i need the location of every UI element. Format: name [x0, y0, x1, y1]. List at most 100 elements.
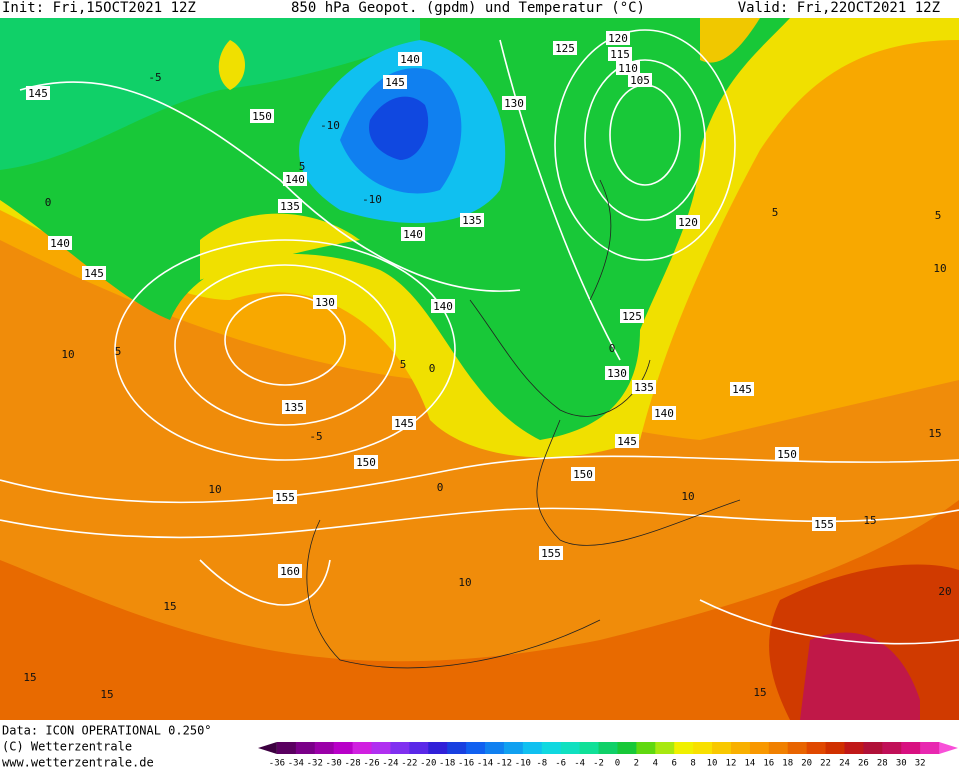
geopotential-label: 140	[285, 173, 305, 186]
colorbar-end	[939, 742, 958, 754]
contour-label-box	[652, 406, 676, 420]
geopotential-label: 135	[280, 200, 300, 213]
colorbar-swatch	[712, 742, 732, 754]
temperature-label: 0	[609, 342, 616, 355]
colorbar-label: -12	[496, 759, 512, 769]
colorbar-swatch	[825, 742, 845, 754]
colorbar-label: -28	[344, 759, 360, 769]
colorbar-label: -18	[439, 759, 455, 769]
temperature-label: 15	[100, 688, 113, 701]
colorbar-label: 18	[782, 759, 793, 769]
contour-label-box	[539, 546, 563, 560]
website: www.wetterzentrale.de	[2, 756, 154, 770]
colorbar-swatch	[617, 742, 637, 754]
contour-label-box	[401, 227, 425, 241]
colorbar-swatch	[787, 742, 808, 754]
colorbar-swatch	[333, 742, 354, 754]
colorbar-label: -30	[326, 759, 342, 769]
geopotential-label: 140	[403, 228, 423, 241]
colorbar-swatch	[485, 742, 505, 754]
geopotential-label: 150	[252, 110, 272, 123]
contour-label-box	[676, 215, 700, 229]
colorbar-label: 30	[896, 759, 907, 769]
geopotential-label: 125	[555, 42, 575, 55]
colorbar-swatch	[730, 742, 751, 754]
colorbar-swatch	[390, 742, 410, 754]
contour-label-box	[278, 199, 302, 213]
contour-label-box	[616, 61, 640, 75]
temperature-label: 5	[299, 160, 306, 173]
colorbar-swatch	[806, 742, 827, 754]
contour-label-box	[273, 490, 297, 504]
temperature-label: 10	[208, 483, 221, 496]
contour-label-box	[620, 309, 644, 323]
valid-time: Valid: Fri,22OCT2021 12Z	[738, 0, 940, 16]
temperature-label: 0	[437, 481, 444, 494]
contour-label-box	[730, 382, 754, 396]
contour-label-box	[553, 41, 577, 55]
temperature-label: 0	[45, 196, 52, 209]
geopotential-label: 130	[504, 97, 524, 110]
colorbar-swatch	[447, 742, 467, 754]
colorbar-swatch	[636, 742, 656, 754]
colorbar-end	[258, 742, 277, 754]
colorbar-swatch	[371, 742, 391, 754]
temperature-label: 15	[23, 671, 36, 684]
contour-label-box	[502, 96, 526, 110]
map-field	[0, 18, 959, 720]
geopotential-label: 150	[356, 456, 376, 469]
geopotential-label: 110	[618, 62, 638, 75]
temperature-label: 0	[429, 362, 436, 375]
temperature-label: -10	[320, 119, 340, 132]
colorbar-label: 2	[634, 759, 639, 769]
temperature-label: 10	[458, 576, 471, 589]
colorbar-label: -34	[288, 759, 304, 769]
contour-label-box	[82, 266, 106, 280]
colorbar-swatch	[882, 742, 902, 754]
colorbar-label: 16	[763, 759, 774, 769]
colorbar-swatch	[314, 742, 335, 754]
colorbar-swatch	[541, 742, 562, 754]
contour-label-box	[605, 366, 629, 380]
temperature-label: 10	[681, 490, 694, 503]
colorbar: -36 -34 -32 -30 -28 -26 -24 -22 -20 -18 -16 -14 -12-…	[258, 742, 958, 769]
colorbar-label: -26	[363, 759, 379, 769]
colorbar-label: -8	[536, 759, 547, 769]
temperature-label: 15	[163, 600, 176, 613]
temperature-label: -5	[148, 71, 161, 84]
geopotential-label: 135	[634, 381, 654, 394]
data-source: Data: ICON OPERATIONAL 0.250°	[2, 724, 212, 738]
temperature-label: 10	[61, 348, 74, 361]
contour-label-box	[460, 213, 484, 227]
temperature-label: 15	[928, 427, 941, 440]
colorbar-label: -22	[401, 759, 417, 769]
contour-label-box	[628, 73, 652, 87]
colorbar-swatch	[901, 742, 921, 754]
temperature-label: 10	[933, 262, 946, 275]
colorbar-label: 28	[877, 759, 888, 769]
colorbar-label: -20	[420, 759, 436, 769]
geopotential-label: 115	[610, 48, 630, 61]
contour-label-box	[313, 295, 337, 309]
colorbar-label: 12	[726, 759, 737, 769]
colorbar-label: -36	[269, 759, 285, 769]
colorbar-label: 20	[801, 759, 812, 769]
contour-label-box	[383, 75, 407, 89]
geopotential-label: 135	[462, 214, 482, 227]
geopotential-label: 105	[630, 74, 650, 87]
colorbar-label: -4	[574, 759, 585, 769]
colorbar-swatch	[466, 742, 486, 754]
geopotential-label: 155	[814, 518, 834, 531]
colorbar-swatch	[409, 742, 429, 754]
colorbar-label: -14	[477, 759, 493, 769]
colorbar-swatch	[560, 742, 581, 754]
contour-label-box	[431, 299, 455, 313]
colorbar-swatch	[674, 742, 694, 754]
colorbar-swatch	[503, 742, 524, 754]
contour-label-box	[26, 86, 50, 100]
contour-label-box	[615, 434, 639, 448]
temperature-label: -5	[309, 430, 322, 443]
contour-label-box	[392, 416, 416, 430]
